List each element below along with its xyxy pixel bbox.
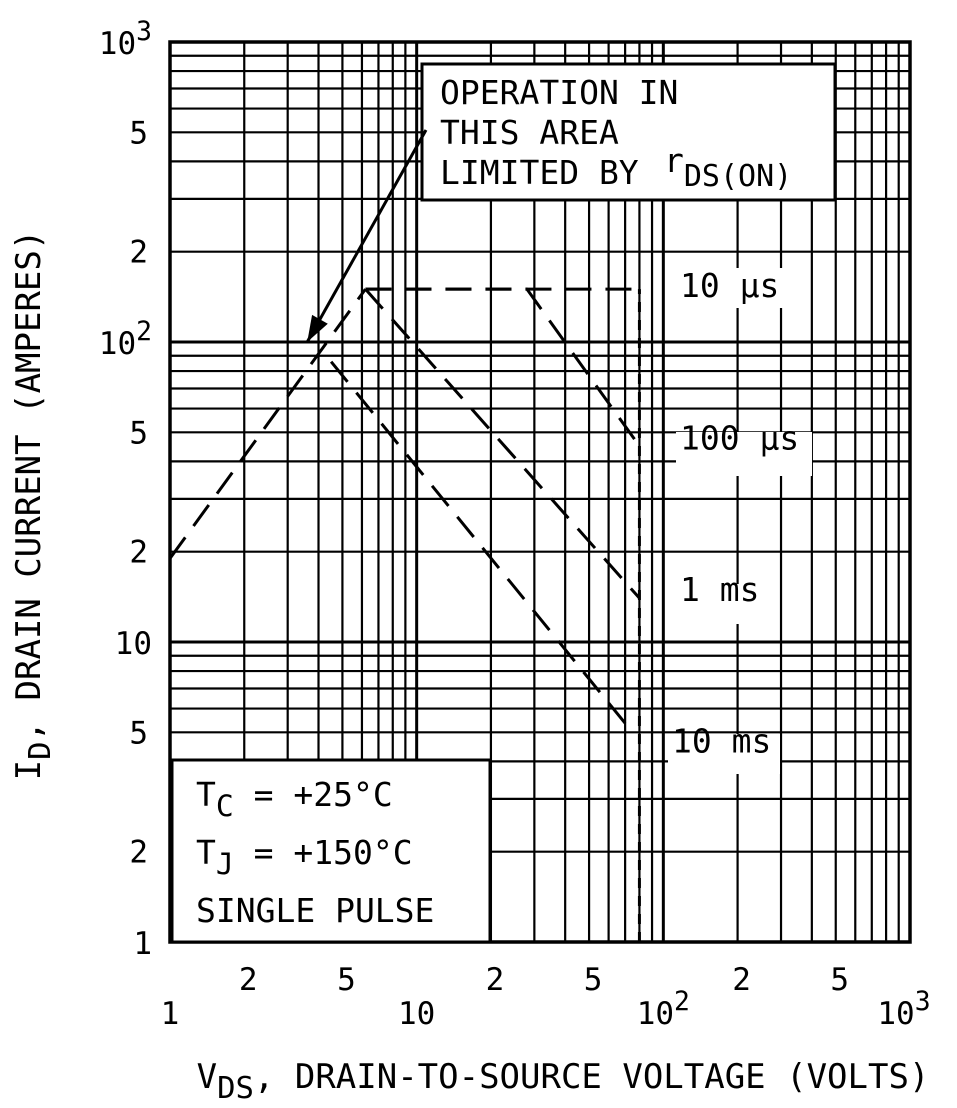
x-minor-tick-label: 5 [584, 962, 603, 998]
x-minor-tick-label: 2 [486, 962, 505, 998]
annotation-line: THIS AREA [440, 113, 619, 152]
x-minor-tick-label: 5 [830, 962, 849, 998]
arrow-head [307, 314, 328, 342]
x-minor-tick-label: 5 [337, 962, 356, 998]
rdson-label: rDS(ON) [664, 141, 792, 194]
series-line [168, 288, 367, 560]
curve-label: 1 ms [680, 570, 759, 609]
curve-label: 100 µs [680, 419, 799, 458]
series-layer [168, 129, 641, 942]
x-tick-label: 102 [637, 987, 690, 1032]
y-tick-label: 10 [115, 626, 152, 662]
series-line [365, 287, 641, 447]
curve-label-background [676, 268, 788, 308]
y-tick-label: 103 [99, 17, 152, 62]
curve-label-background [668, 734, 780, 774]
annotation-line: OPERATION IN [440, 73, 678, 112]
plot-frame [168, 40, 912, 944]
x-tick-label: 10 [398, 996, 435, 1032]
y-minor-tick-label: 5 [129, 115, 148, 151]
series-line [364, 288, 641, 600]
condition-line: SINGLE PULSE [196, 891, 434, 930]
series-line [329, 360, 634, 734]
annotation-line: LIMITED BY [440, 153, 639, 192]
y-axis-title: ID, DRAIN CURRENT (AMPERES) [9, 230, 58, 781]
curve-label-background [676, 432, 812, 476]
y-tick-label: 102 [99, 317, 152, 362]
x-minor-tick-label: 2 [239, 962, 258, 998]
y-minor-tick-label: 5 [129, 415, 148, 451]
y-tick-label: 1 [133, 926, 152, 962]
x-minor-tick-label: 2 [732, 962, 751, 998]
conditions-box [170, 758, 492, 944]
y-minor-tick-label: 2 [129, 835, 148, 871]
y-minor-tick-label: 2 [129, 535, 148, 571]
curve-label: 10 µs [680, 266, 779, 305]
y-minor-tick-label: 2 [129, 235, 148, 271]
condition-line: TC = +25°C [196, 775, 393, 824]
y-minor-tick-label: 5 [129, 715, 148, 751]
x-tick-label: 103 [877, 987, 930, 1032]
condition-line: TJ = +150°C [196, 833, 413, 882]
annotation-box [420, 62, 837, 202]
curve-label: 10 ms [672, 721, 771, 760]
x-axis-title: VDS, DRAIN-TO-SOURCE VOLTAGE (VOLTS) [197, 1057, 930, 1106]
curve-label-background [676, 584, 772, 624]
labels-layer: 1 10 102 103 2 5 2 5 2 5 1 10 102 103 2 5 2 5 2 5 VDS, DRAIN… [9, 17, 931, 1106]
annotation-boxes [170, 62, 837, 944]
arrow-shaft [305, 129, 428, 343]
x-tick-label: 1 [161, 996, 180, 1032]
